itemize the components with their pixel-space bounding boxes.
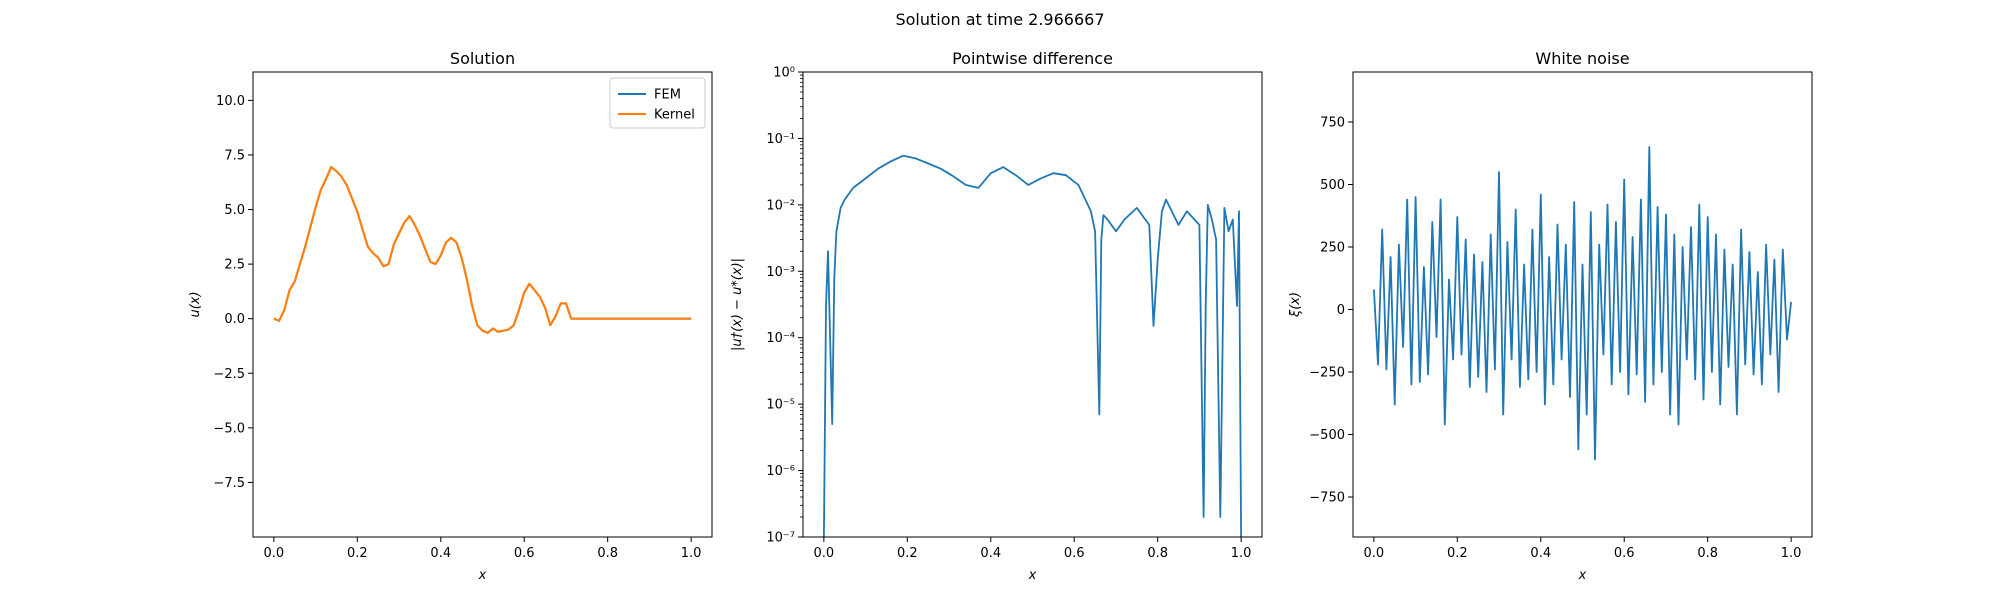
legend-label-kernel: Kernel xyxy=(654,108,695,123)
panel-pointwise-difference: Pointwise difference 0.0 0.2 0.4 0.6 0.8 1.0 10… xyxy=(730,49,1263,583)
y-tick-label: 750 xyxy=(1320,116,1345,131)
y-axis-label: u(x) xyxy=(188,291,203,317)
y-tick-label: 500 xyxy=(1320,178,1345,193)
y-tick-label: −2.5 xyxy=(213,367,245,382)
axes-frame xyxy=(252,71,713,538)
y-tick-label: 10⁰ xyxy=(773,66,795,81)
y-tick-label: 10⁻⁵ xyxy=(766,398,795,413)
x-tick-label: 1.0 xyxy=(1781,546,1802,561)
y-tick-label: 10⁻⁷ xyxy=(766,531,795,546)
panel-solution: Solution 0.0 0.2 0.4 0.6 0.8 1.0 −7.5 −5.0 −2.5 0.… xyxy=(188,49,713,583)
y-tick-label: −250 xyxy=(1309,366,1345,381)
y-axis-label: ξ(x) xyxy=(1288,292,1303,318)
legend: FEM Kernel xyxy=(609,77,706,129)
x-tick-label: 0.0 xyxy=(814,546,835,561)
y-tick-label: 10⁻⁴ xyxy=(766,331,795,346)
x-tick-label: 0.2 xyxy=(897,546,918,561)
y-tick-label: 2.5 xyxy=(224,258,245,273)
x-tick-label: 0.6 xyxy=(1064,546,1085,561)
x-axis-label: x xyxy=(478,568,487,583)
x-tick-label: 0.2 xyxy=(347,546,368,561)
x-tick-label: 0.2 xyxy=(1447,546,1468,561)
y-tick-label: −500 xyxy=(1309,428,1345,443)
x-tick-label: 0.6 xyxy=(514,546,535,561)
y-tick-label: 10⁻¹ xyxy=(766,132,795,147)
chart-title: Solution xyxy=(450,49,515,68)
y-tick-label: −7.5 xyxy=(213,476,245,491)
axes-frame xyxy=(802,71,1263,538)
figure-title: Solution at time 2.966667 xyxy=(895,10,1104,29)
x-tick-label: 0.4 xyxy=(430,546,451,561)
legend-box xyxy=(609,77,706,129)
x-tick-label: 0.4 xyxy=(1530,546,1551,561)
y-tick-label: 7.5 xyxy=(224,148,245,163)
x-axis-label: x xyxy=(1578,568,1587,583)
data-line xyxy=(1373,146,1792,461)
legend-label-fem: FEM xyxy=(654,88,681,103)
x-tick-label: 0.4 xyxy=(980,546,1001,561)
chart-title: Pointwise difference xyxy=(952,49,1113,68)
y-tick-label: 10⁻⁶ xyxy=(766,464,795,479)
x-tick-label: 0.6 xyxy=(1614,546,1635,561)
axes-frame xyxy=(1352,71,1813,538)
plot-area xyxy=(823,154,1242,537)
y-axis-label: |u†(x) − u*(x)| xyxy=(730,258,745,351)
y-tick-label: 10.0 xyxy=(216,94,245,109)
y-tick-label: 5.0 xyxy=(224,203,245,218)
plot-area xyxy=(273,165,692,334)
panel-white-noise: White noise 0.0 0.2 0.4 0.6 0.8 1.0 −750 −500 −25… xyxy=(1288,49,1813,583)
y-tick-label: −750 xyxy=(1309,491,1345,506)
y-tick-label: 0.0 xyxy=(224,312,245,327)
x-tick-label: 1.0 xyxy=(1231,546,1252,561)
x-tick-label: 0.0 xyxy=(1364,546,1385,561)
x-axis-label: x xyxy=(1028,568,1037,583)
x-tick-label: 0.8 xyxy=(597,546,618,561)
series-line-kernel xyxy=(273,165,692,334)
x-tick-label: 1.0 xyxy=(681,546,702,561)
x-tick-label: 0.0 xyxy=(264,546,285,561)
y-tick-label: 10⁻² xyxy=(766,198,795,213)
series-line-fem xyxy=(273,166,692,334)
chart-title: White noise xyxy=(1535,49,1629,68)
plot-area xyxy=(1373,146,1792,461)
x-tick-label: 0.8 xyxy=(1697,546,1718,561)
data-line xyxy=(823,154,1242,537)
y-tick-label: 250 xyxy=(1320,241,1345,256)
y-tick-label: −5.0 xyxy=(213,421,245,436)
x-tick-label: 0.8 xyxy=(1147,546,1168,561)
y-tick-label: 0 xyxy=(1337,303,1345,318)
y-tick-label: 10⁻³ xyxy=(766,265,795,280)
